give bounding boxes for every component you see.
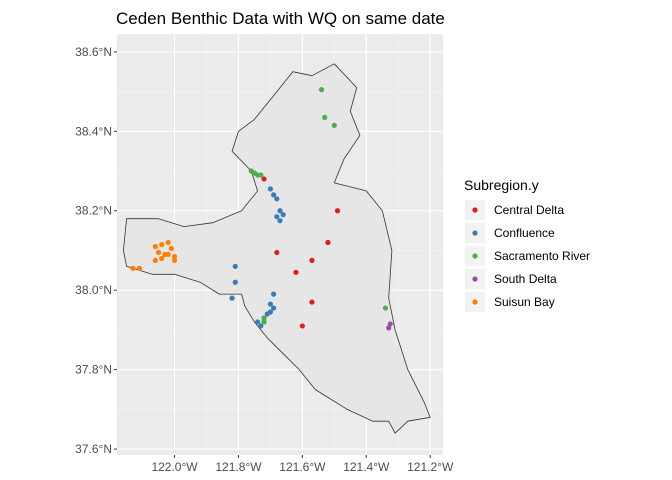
legend-label: Confluence bbox=[494, 226, 555, 240]
data-point bbox=[264, 311, 270, 317]
data-point bbox=[165, 239, 171, 246]
data-point bbox=[267, 186, 274, 192]
data-point bbox=[293, 269, 299, 275]
data-point bbox=[152, 243, 158, 250]
data-point bbox=[171, 257, 178, 263]
series-sacramento-river bbox=[248, 87, 389, 325]
x-tick-label: 121.8°W bbox=[215, 460, 262, 474]
data-point bbox=[258, 172, 264, 178]
y-tick-label: 37.6°N bbox=[75, 442, 112, 456]
data-point bbox=[325, 239, 331, 246]
data-point bbox=[309, 299, 315, 305]
data-point bbox=[159, 255, 165, 262]
data-point bbox=[274, 196, 280, 202]
y-tick-label: 38.2°N bbox=[75, 204, 112, 218]
data-point bbox=[152, 257, 158, 263]
legend-key bbox=[472, 299, 478, 305]
chart-title: Ceden Benthic Data with WQ on same date bbox=[116, 9, 445, 28]
data-point bbox=[232, 263, 238, 269]
data-point bbox=[255, 319, 261, 325]
data-point bbox=[232, 279, 238, 285]
x-tick-label: 122.0°W bbox=[151, 460, 198, 474]
data-point bbox=[277, 218, 283, 224]
legend-label: South Delta bbox=[494, 272, 557, 286]
axes: 122.0°W 121.8°W 121.6°W 121.4°W 121.2°W 37.6°… bbox=[75, 45, 454, 474]
legend-label: Sacramento River bbox=[494, 249, 590, 263]
legend-key bbox=[472, 253, 478, 259]
data-point bbox=[271, 305, 277, 311]
data-point bbox=[334, 208, 341, 214]
data-point bbox=[280, 212, 286, 218]
data-point bbox=[165, 251, 171, 258]
data-point bbox=[261, 315, 267, 321]
legend-key bbox=[472, 230, 478, 236]
x-tick-label: 121.6°W bbox=[279, 460, 326, 474]
data-point bbox=[168, 245, 174, 252]
data-point bbox=[136, 265, 142, 271]
data-point bbox=[159, 241, 165, 248]
plot-panel bbox=[117, 34, 443, 455]
series-suisun-bay bbox=[130, 239, 178, 271]
data-point bbox=[274, 214, 280, 220]
data-point bbox=[387, 321, 393, 327]
data-point bbox=[171, 253, 178, 260]
data-point bbox=[299, 323, 305, 329]
data-point bbox=[229, 295, 235, 301]
data-point bbox=[271, 291, 277, 297]
legend-title: Subregion.y bbox=[464, 177, 539, 193]
y-tick-label: 37.8°N bbox=[75, 363, 112, 377]
legend-label: Suisun Bay bbox=[494, 295, 555, 309]
y-tick-label: 38.6°N bbox=[75, 45, 112, 59]
delta-boundary-outline bbox=[123, 63, 431, 434]
data-point bbox=[271, 192, 277, 198]
data-point bbox=[258, 323, 264, 329]
data-point bbox=[277, 208, 283, 214]
data-point bbox=[318, 87, 325, 93]
series-central-delta bbox=[261, 176, 341, 329]
legend: Subregion.y Central Delta Confluence Sacra… bbox=[463, 177, 591, 315]
data-point bbox=[322, 114, 328, 121]
data-point bbox=[386, 325, 392, 331]
data-point bbox=[261, 319, 267, 325]
series-confluence bbox=[229, 186, 286, 329]
data-point bbox=[274, 249, 280, 256]
y-tick-label: 38.0°N bbox=[75, 283, 112, 297]
data-point bbox=[267, 301, 274, 307]
data-point bbox=[309, 257, 315, 263]
legend-key bbox=[472, 207, 478, 213]
data-point bbox=[130, 265, 136, 271]
data-point bbox=[331, 122, 337, 128]
data-point bbox=[261, 176, 267, 182]
data-point bbox=[155, 249, 162, 256]
data-point bbox=[382, 305, 389, 311]
series-south-delta bbox=[386, 321, 393, 331]
y-tick-label: 38.4°N bbox=[75, 124, 112, 138]
legend-key bbox=[472, 276, 478, 282]
x-tick-label: 121.4°W bbox=[343, 460, 390, 474]
legend-label: Central Delta bbox=[494, 203, 564, 217]
x-tick-label: 121.2°W bbox=[407, 460, 454, 474]
